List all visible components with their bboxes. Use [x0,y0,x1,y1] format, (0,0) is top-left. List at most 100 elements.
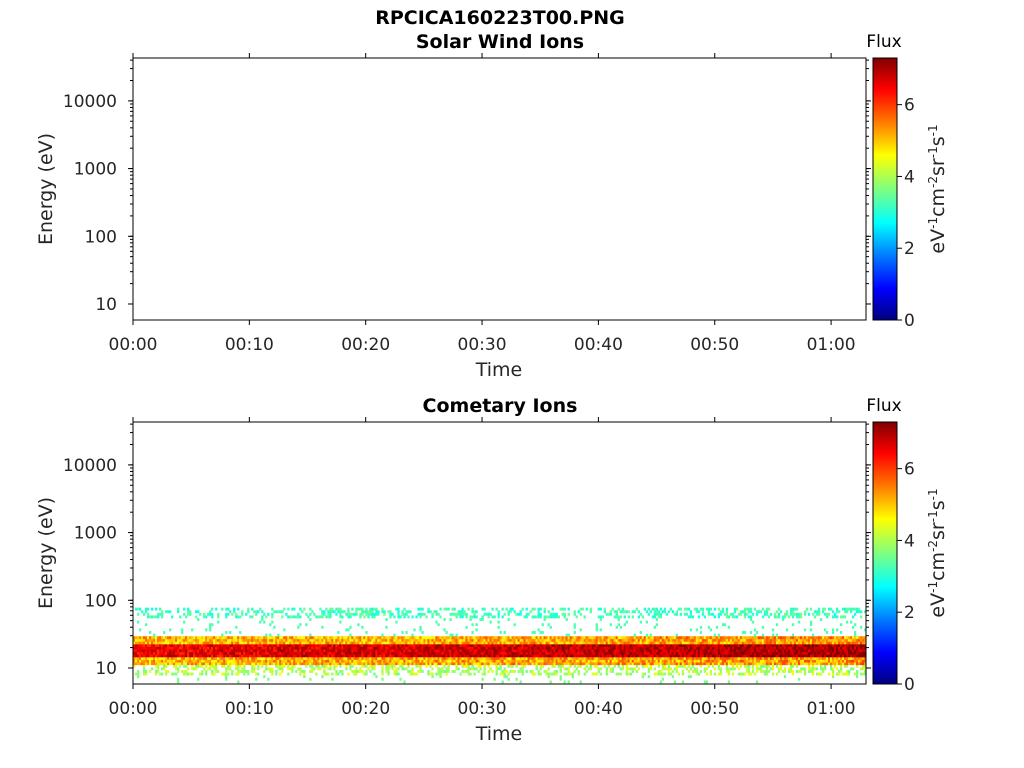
heatmap-cell [609,638,612,642]
heatmap-cell [213,636,216,640]
heatmap-cell [377,646,380,650]
heatmap-cell [585,641,588,645]
heatmap-cell [471,667,474,671]
heatmap-cell [539,649,542,653]
heatmap-cell [351,612,354,616]
heatmap-cell [531,607,534,611]
heatmap-cell [171,659,174,663]
heatmap-cell [375,675,378,679]
heatmap-cell [493,641,496,645]
heatmap-cell [385,638,388,642]
heatmap-cell [181,662,184,666]
heatmap-cell [737,657,741,660]
heatmap-cell [309,633,312,637]
heatmap-cell [369,607,372,611]
heatmap-cell [211,638,214,642]
heatmap-cell [723,641,727,645]
heatmap-cell [311,670,314,673]
heatmap-cell [703,657,707,660]
heatmap-cell [321,625,324,629]
heatmap-cell [637,662,640,666]
heatmap-cell [521,649,524,653]
heatmap-cell [311,654,314,658]
heatmap-cell [733,662,737,666]
heatmap-cell [229,654,232,658]
heatmap-cell [381,670,384,673]
heatmap-cell [667,644,671,647]
heatmap-cell [741,651,745,655]
heatmap-cell [339,615,342,619]
heatmap-cell [229,659,232,663]
heatmap-cell [499,638,502,642]
heatmap-cell [577,649,580,653]
heatmap-cell [331,677,334,681]
heatmap-cell [443,641,446,645]
heatmap-cell [711,664,715,668]
heatmap-cell [329,659,332,663]
heatmap-cell [245,657,248,660]
heatmap-cell [289,615,292,619]
heatmap-cell [603,657,606,660]
heatmap-cell [765,607,769,611]
heatmap-cell [173,662,176,666]
heatmap-cell [713,659,717,663]
heatmap-cell [611,636,614,640]
heatmap-cell [459,657,462,660]
heatmap-cell [483,654,486,658]
heatmap-cell [419,612,422,616]
heatmap-cell [593,638,596,642]
heatmap-cell [271,659,274,663]
heatmap-cell [253,651,256,655]
heatmap-cell [713,636,717,640]
heatmap-cell [175,641,178,645]
heatmap-cell [239,646,242,650]
heatmap-cell [765,610,769,614]
heatmap-cell [303,651,306,655]
heatmap-cell [517,654,520,658]
heatmap-cell [293,649,296,653]
heatmap-cell [469,638,472,642]
heatmap-cell [347,610,350,614]
heatmap-cell [141,657,144,660]
heatmap-cell [387,610,390,614]
heatmap-cell [655,657,659,660]
heatmap-cell [249,638,252,642]
heatmap-cell [537,610,540,614]
heatmap-cell [237,662,240,666]
heatmap-cell [481,636,484,640]
heatmap-cell [285,612,288,616]
heatmap-cell [727,644,731,647]
heatmap-cell [623,659,626,663]
heatmap-cell [657,610,661,614]
heatmap-cell [657,615,661,619]
heatmap-cell [425,636,428,640]
heatmap-cell [719,659,723,663]
heatmap-cell [633,657,636,660]
heatmap-cell [771,672,775,676]
heatmap-cell [337,644,340,647]
heatmap-cell [377,659,380,663]
heatmap-cell [495,662,498,666]
heatmap-cell [487,641,490,645]
heatmap-cell [717,664,721,668]
heatmap-cell [163,638,166,642]
heatmap-cell [561,662,564,666]
heatmap-cell [513,659,516,663]
heatmap-cell [291,670,294,673]
heatmap-cell [681,638,685,642]
heatmap-cell [631,615,634,619]
heatmap-cell [481,659,484,663]
heatmap-cell [691,644,695,647]
heatmap-cell [395,651,398,655]
heatmap-cell [175,636,178,640]
heatmap-cell [619,672,622,676]
heatmap-cell [347,628,350,632]
heatmap-cell [191,654,194,658]
heatmap-cell [425,646,428,650]
heatmap-cell [567,649,570,653]
heatmap-cell [209,651,212,655]
heatmap-cell [357,670,360,673]
heatmap-cell [473,644,476,647]
heatmap-cell [139,607,142,611]
heatmap-cell [639,641,642,645]
